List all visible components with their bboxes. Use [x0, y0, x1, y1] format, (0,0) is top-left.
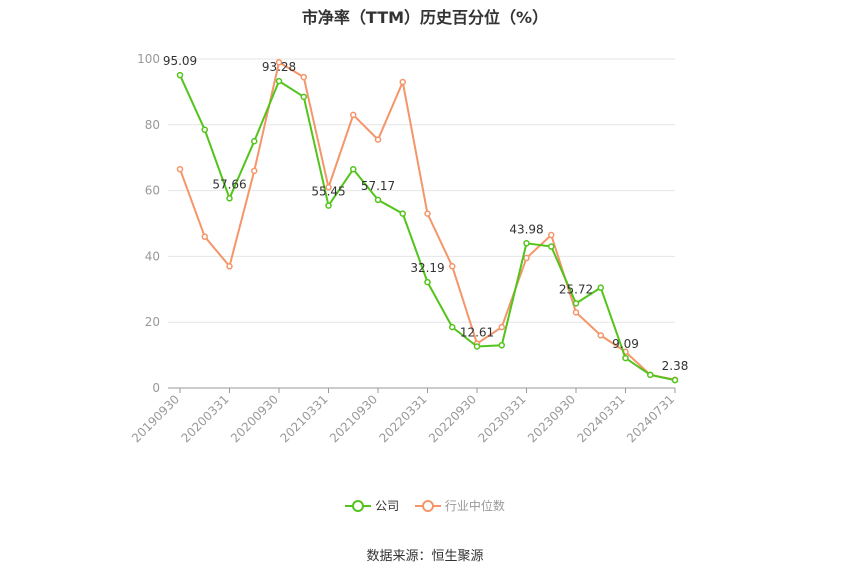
data-point-company — [201, 126, 208, 133]
data-point-industry-median — [374, 136, 382, 143]
axes: 0204060801002019093020200331202009302021… — [129, 52, 677, 445]
data-point-company — [300, 93, 307, 101]
data-label: 32.19 — [410, 261, 444, 275]
data-source: 数据来源：恒生聚源 — [366, 549, 484, 564]
x-tick-label: 20230930 — [525, 392, 578, 445]
x-tick-label: 20200331 — [179, 392, 232, 445]
x-tick-label: 20210331 — [278, 392, 331, 445]
data-point-company — [374, 196, 382, 204]
data-point-industry-median — [275, 59, 283, 66]
data-point-company — [523, 240, 530, 247]
data-point-industry-median — [251, 167, 258, 175]
data-point-industry-median — [572, 309, 580, 316]
data-point-industry-median — [399, 78, 406, 86]
data-point-company — [399, 210, 406, 217]
data-point-company — [226, 195, 233, 202]
chart-title: 市净率（TTM）历史百分位（%） — [301, 8, 549, 27]
data-point-industry-median — [325, 184, 332, 191]
x-tick-label: 20230331 — [476, 392, 529, 445]
data-point-company — [572, 300, 580, 307]
data-point-industry-median — [300, 73, 307, 81]
data-point-company — [597, 284, 604, 291]
data-point-industry-median — [424, 210, 431, 217]
data-point-company — [548, 243, 555, 250]
data-point-company — [647, 371, 654, 379]
data-point-company — [275, 77, 283, 85]
legend-item-company[interactable]: 公司 — [345, 497, 399, 514]
data-label: 9.09 — [612, 337, 639, 351]
data-point-company — [449, 323, 456, 331]
x-tick-label: 20190930 — [129, 392, 182, 445]
data-point-company — [498, 341, 505, 349]
y-tick-label: 20 — [145, 315, 160, 329]
grid-lines — [168, 58, 675, 323]
data-point-industry-median — [597, 332, 604, 339]
y-tick-label: 100 — [137, 52, 160, 66]
legend-swatch-industry-median — [414, 499, 441, 512]
legend-label-industry-median: 行业中位数 — [444, 499, 505, 513]
data-label: 95.09 — [163, 54, 197, 68]
x-tick-label: 20210930 — [327, 392, 380, 445]
data-point-industry-median — [498, 323, 505, 331]
data-point-industry-median — [176, 165, 184, 173]
data-point-industry-median — [201, 233, 208, 240]
data-point-company — [671, 376, 679, 384]
data-point-industry-median — [548, 231, 555, 239]
data-point-company — [473, 343, 481, 350]
data-label: 55.45 — [311, 185, 345, 199]
data-point-industry-median — [350, 111, 357, 119]
data-label: 12.61 — [460, 326, 494, 340]
data-point-company — [622, 354, 629, 362]
data-label: 2.38 — [662, 359, 689, 373]
data-point-industry-median — [449, 263, 456, 270]
x-tick-label: 20200930 — [228, 392, 281, 445]
data-point-company — [325, 202, 332, 209]
legend: 公司 行业中位数 — [0, 497, 850, 514]
data-point-industry-median — [226, 263, 233, 270]
x-tick-label: 20220331 — [377, 392, 430, 445]
legend-label-company: 公司 — [375, 499, 400, 513]
data-label: 43.98 — [509, 222, 543, 236]
data-label: 57.66 — [212, 177, 246, 191]
y-tick-label: 60 — [145, 184, 160, 198]
data-label: 57.17 — [361, 179, 395, 193]
y-tick-label: 0 — [152, 381, 160, 395]
x-tick-label: 20240331 — [575, 392, 628, 445]
data-point-company — [176, 71, 184, 79]
legend-swatch-company — [345, 499, 372, 512]
data-point-company — [251, 138, 258, 145]
data-labels: 95.09 57.66 93.28 55.45 57.17 32.19 12.61 43.98… — [163, 54, 689, 373]
x-tick-label: 20240731 — [624, 392, 677, 445]
legend-item-industry-median[interactable]: 行业中位数 — [414, 497, 505, 514]
data-label: 25.72 — [559, 282, 593, 296]
y-tick-label: 40 — [145, 249, 160, 263]
data-label: 93.28 — [262, 60, 296, 74]
y-tick-label: 80 — [145, 118, 160, 132]
data-point-company — [424, 278, 431, 286]
x-tick-label: 20220930 — [426, 392, 479, 445]
data-point-industry-median — [523, 254, 530, 262]
series-layer — [176, 59, 679, 384]
data-point-company — [350, 165, 357, 173]
